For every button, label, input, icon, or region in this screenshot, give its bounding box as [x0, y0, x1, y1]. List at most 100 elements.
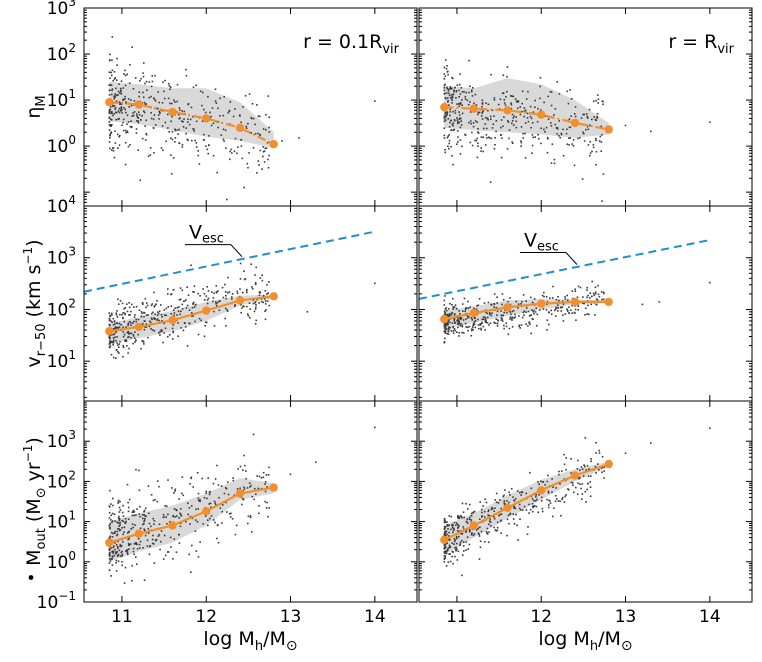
scatter-point — [147, 527, 150, 530]
scatter-point — [572, 145, 575, 147]
scatter-point — [461, 303, 464, 305]
scatter-point — [500, 156, 503, 159]
scatter-point — [167, 127, 169, 129]
scatter-point — [128, 498, 131, 501]
scatter-point — [562, 154, 565, 157]
scatter-point — [530, 126, 532, 129]
scatter-point — [451, 102, 453, 104]
scatter-point — [511, 113, 514, 116]
scatter-point — [490, 118, 492, 120]
scatter-point — [480, 327, 482, 330]
scatter-point — [262, 301, 265, 304]
scatter-point — [209, 517, 211, 520]
scatter-point — [113, 95, 115, 98]
scatter-point — [194, 519, 197, 521]
scatter-point — [469, 120, 472, 122]
scatter-point — [117, 560, 120, 562]
scatter-point — [251, 103, 254, 105]
scatter-point — [480, 329, 483, 331]
scatter-point — [448, 553, 450, 555]
scatter-point — [133, 514, 135, 517]
scatter-point — [444, 119, 447, 122]
scatter-point — [243, 488, 246, 490]
scatter-point — [587, 482, 589, 485]
scatter-point — [127, 145, 130, 148]
scatter-point — [262, 150, 265, 153]
scatter-point — [587, 144, 590, 146]
scatter-point — [261, 274, 263, 277]
scatter-point — [151, 538, 154, 541]
scatter-point — [520, 126, 523, 128]
scatter-point — [566, 308, 568, 310]
scatter-point — [165, 307, 168, 310]
scatter-point — [130, 337, 132, 339]
scatter-point — [172, 157, 175, 159]
scatter-point — [165, 140, 167, 143]
scatter-point — [266, 293, 268, 295]
scatter-point — [499, 513, 501, 516]
scatter-point — [111, 536, 114, 538]
scatter-point — [199, 295, 201, 297]
scatter-point — [152, 311, 154, 314]
scatter-point — [131, 46, 133, 48]
scatter-point — [123, 107, 125, 109]
scatter-point — [532, 310, 534, 313]
scatter-point — [532, 510, 534, 513]
scatter-point — [444, 527, 446, 529]
scatter-point — [118, 343, 121, 345]
scatter-point — [239, 115, 241, 117]
scatter-point — [445, 307, 447, 309]
scatter-point — [138, 111, 140, 113]
p32-median-marker — [537, 486, 546, 495]
scatter-point — [591, 150, 593, 153]
scatter-point — [253, 310, 256, 313]
scatter-point — [452, 297, 454, 300]
p11-median-marker — [134, 100, 143, 109]
scatter-point — [131, 303, 133, 306]
scatter-point — [564, 298, 567, 300]
scatter-point — [111, 59, 113, 61]
scatter-point — [581, 468, 584, 470]
scatter-point — [144, 517, 146, 520]
p32-median-line — [443, 463, 610, 541]
scatter-point — [190, 476, 193, 479]
scatter-point — [117, 303, 120, 305]
scatter-point — [127, 322, 130, 325]
scatter-point — [595, 442, 597, 444]
scatter-point — [197, 497, 200, 500]
scatter-point — [158, 533, 161, 536]
scatter-point — [141, 137, 144, 140]
scatter-point — [461, 145, 463, 148]
scatter-point — [118, 519, 121, 522]
scatter-point — [493, 293, 496, 295]
scatter-point — [444, 531, 446, 533]
scatter-point — [487, 509, 490, 511]
scatter-point — [488, 324, 490, 326]
scatter-point — [255, 493, 257, 495]
scatter-point — [174, 307, 176, 309]
scatter-point — [478, 111, 481, 114]
scatter-point — [527, 310, 530, 313]
scatter-point — [473, 307, 475, 310]
scatter-point — [123, 320, 125, 323]
scatter-point — [108, 312, 111, 314]
scatter-point — [211, 107, 214, 109]
scatter-point — [120, 107, 123, 109]
scatter-point — [567, 299, 569, 301]
scatter-point — [215, 291, 218, 293]
scatter-point — [525, 509, 528, 511]
scatter-point — [447, 100, 449, 102]
scatter-point — [189, 118, 192, 121]
scatter-point — [453, 543, 455, 545]
scatter-point — [443, 546, 446, 549]
scatter-point — [454, 539, 456, 541]
scatter-point — [137, 120, 139, 122]
scatter-point — [108, 84, 111, 86]
scatter-point — [214, 100, 217, 102]
scatter-point — [594, 286, 597, 289]
scatter-point — [496, 296, 498, 298]
scatter-point — [259, 277, 262, 279]
scatter-point — [108, 94, 111, 96]
scatter-point — [232, 477, 234, 479]
scatter-point — [130, 321, 132, 324]
